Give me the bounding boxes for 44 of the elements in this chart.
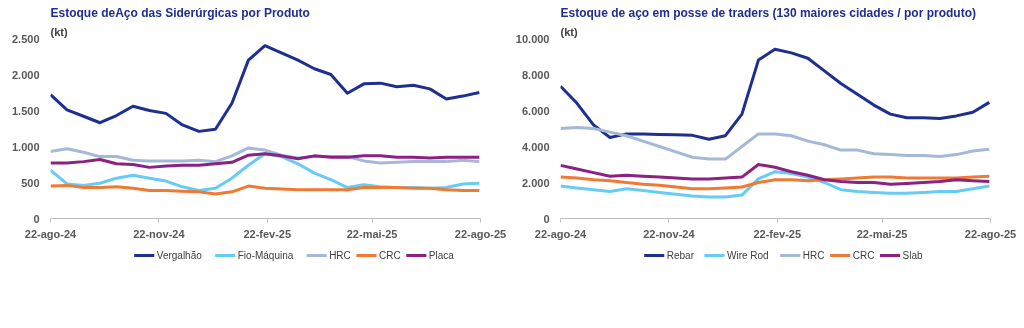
x-tick-label: 22-ago-25 <box>964 227 1017 240</box>
line-series <box>560 170 991 199</box>
y-tick-label: 1.000 <box>11 140 40 153</box>
y-axis-title: (kt) <box>50 25 68 38</box>
legend-label: Slab <box>902 250 924 261</box>
y-tick-label: 2.500 <box>11 32 40 45</box>
x-tick-label: 22-fev-25 <box>243 227 292 240</box>
legend-label: CRC <box>852 250 875 261</box>
legend-label: Placa <box>428 250 455 261</box>
y-tick-label: 2.000 <box>11 68 40 81</box>
line-series <box>560 47 991 141</box>
chart-title: Estoque de aço em posse de traders (130 maiores cidades / por produto) <box>560 5 976 20</box>
line-series <box>50 44 481 133</box>
x-tick-label: 22-mai-25 <box>856 227 908 240</box>
legend-label: Rebar <box>666 250 695 261</box>
x-tick-label: 22-nov-24 <box>133 227 186 240</box>
x-tick-label: 22-nov-24 <box>643 227 696 240</box>
line-series <box>560 163 991 186</box>
y-tick-label: 2.000 <box>521 176 550 189</box>
x-tick-label: 22-ago-24 <box>534 227 588 240</box>
y-tick-label: 6.000 <box>521 104 550 117</box>
chart-title: Estoque deAço das Siderúrgicas por Produto <box>50 5 310 20</box>
x-tick-label: 22-ago-25 <box>454 227 507 240</box>
legend-label: CRC <box>379 250 401 261</box>
y-tick-label: 1.500 <box>11 104 40 117</box>
y-tick-label: 10.000 <box>515 32 550 45</box>
y-tick-label: 8.000 <box>521 68 550 81</box>
legend-label: Vergalhão <box>156 250 203 261</box>
legend-label: HRC <box>329 250 351 261</box>
y-tick-label: 4.000 <box>521 140 550 153</box>
y-tick-label: 0 <box>543 212 550 225</box>
y-axis-title: (kt) <box>560 25 578 38</box>
y-tick-label: 500 <box>21 176 40 189</box>
line-series <box>560 126 991 161</box>
legend-label: Wire Rod <box>727 250 769 261</box>
line-series <box>50 183 481 196</box>
x-tick-label: 22-fev-25 <box>753 227 802 240</box>
y-tick-label: 0 <box>33 212 40 225</box>
line-series <box>50 152 481 169</box>
x-tick-label: 22-mai-25 <box>346 227 398 240</box>
legend-label: HRC <box>802 250 825 261</box>
x-tick-label: 22-ago-24 <box>24 227 78 240</box>
legend-label: Fio-Máquina <box>237 250 294 261</box>
line-series <box>560 174 991 191</box>
